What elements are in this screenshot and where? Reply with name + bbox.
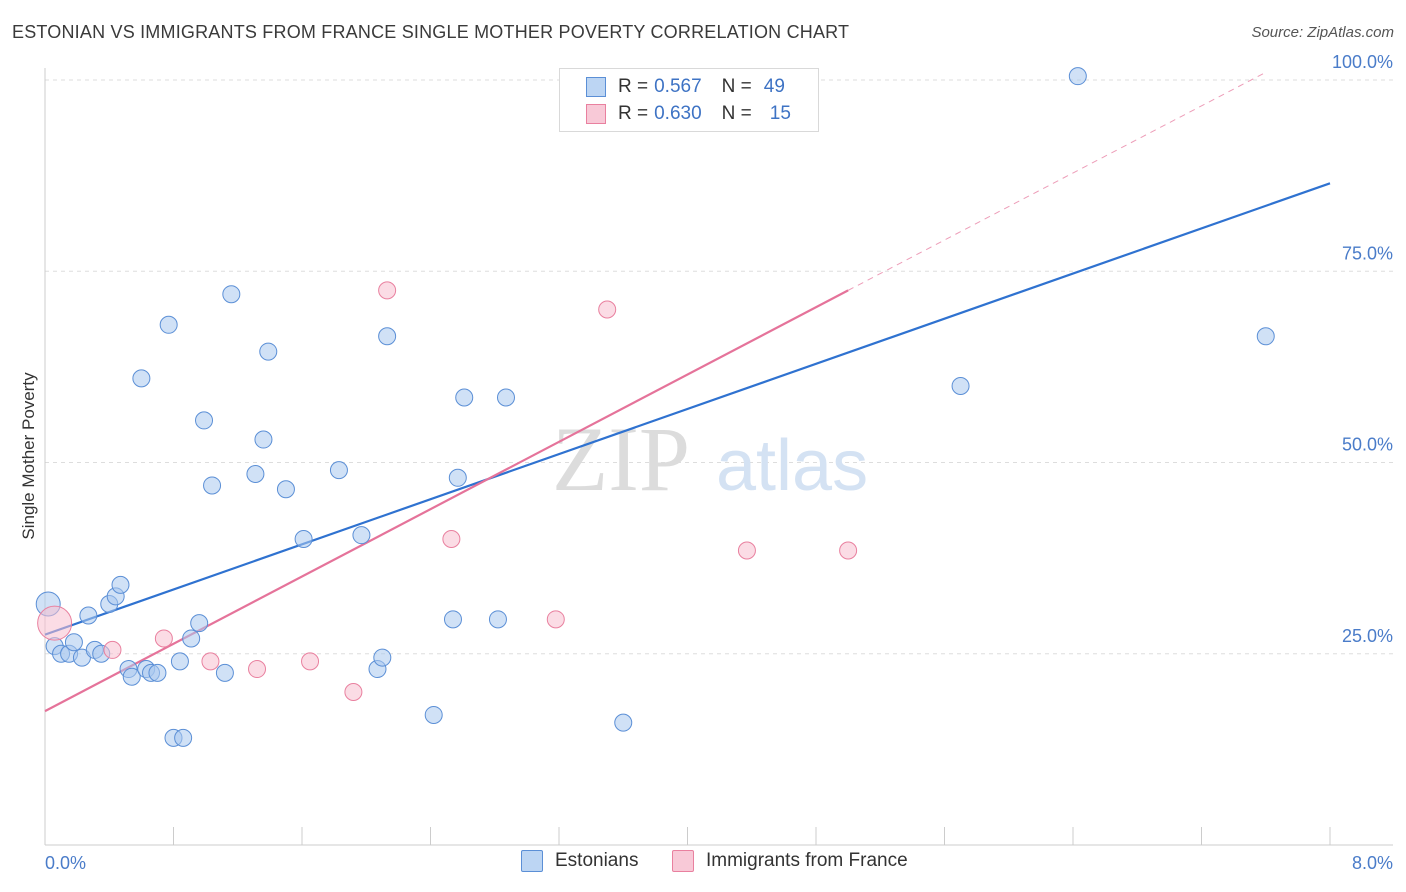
gridlines bbox=[45, 79, 1393, 655]
r-label: R = bbox=[618, 103, 649, 124]
series-legend: Estonians Immigrants from France bbox=[0, 850, 1406, 878]
estonians-swatch bbox=[586, 77, 606, 97]
estonians-point[interactable] bbox=[259, 342, 278, 361]
france-trendline bbox=[44, 289, 849, 713]
n-value: 49 bbox=[763, 76, 785, 97]
estonians-point[interactable] bbox=[276, 480, 295, 499]
x-tick-label: 0.0% bbox=[45, 853, 86, 873]
legend-label-france: Immigrants from France bbox=[706, 850, 908, 871]
estonians-point[interactable] bbox=[424, 705, 443, 724]
france-point[interactable] bbox=[598, 300, 617, 319]
estonians-point[interactable] bbox=[951, 377, 970, 395]
estonians-point[interactable] bbox=[294, 530, 313, 548]
r-value: 0.567 bbox=[654, 76, 702, 97]
trendlines bbox=[44, 71, 1331, 713]
n-label: N = bbox=[721, 76, 752, 97]
france-point[interactable] bbox=[37, 605, 73, 641]
estonians-legend-swatch bbox=[521, 850, 543, 872]
france-point[interactable] bbox=[546, 610, 565, 629]
estonians-point[interactable] bbox=[329, 461, 348, 480]
n-label: N = bbox=[721, 103, 752, 124]
estonians-point[interactable] bbox=[614, 713, 633, 732]
estonians-point[interactable] bbox=[64, 633, 83, 652]
legend-label-estonians: Estonians bbox=[555, 850, 639, 871]
france-trendline-extension bbox=[847, 71, 1266, 291]
estonians-point[interactable] bbox=[195, 411, 214, 430]
estonians-point[interactable] bbox=[182, 629, 201, 648]
france-point[interactable] bbox=[201, 652, 220, 671]
source-label: Source: ZipAtlas.com bbox=[1251, 24, 1394, 41]
x-tick-label: 8.0% bbox=[1352, 853, 1393, 873]
r-value: 0.630 bbox=[654, 103, 702, 124]
france-swatch bbox=[586, 104, 606, 124]
estonians-point[interactable] bbox=[170, 652, 189, 671]
estonians-point[interactable] bbox=[246, 464, 265, 483]
france-point[interactable] bbox=[248, 660, 267, 679]
r-label: R = bbox=[618, 76, 649, 97]
estonians-point[interactable] bbox=[496, 388, 515, 407]
y-axis-label: Single Mother Poverty bbox=[19, 372, 38, 540]
france-point[interactable] bbox=[344, 683, 363, 701]
estonians-point[interactable] bbox=[111, 575, 130, 594]
estonians-point[interactable] bbox=[222, 285, 241, 304]
france-point[interactable] bbox=[442, 530, 461, 548]
estonians-point[interactable] bbox=[148, 663, 167, 682]
estonians-trendline bbox=[44, 182, 1331, 636]
estonians-point[interactable] bbox=[174, 728, 193, 747]
n-value: 15 bbox=[769, 103, 791, 124]
france-point[interactable] bbox=[103, 640, 122, 659]
watermark: ZIP atlas bbox=[552, 408, 868, 510]
stats-legend-row-france: R = 0.630 N = 15 bbox=[560, 101, 791, 127]
estonians-point[interactable] bbox=[378, 327, 397, 346]
watermark-zip: ZIP bbox=[552, 408, 690, 510]
axes bbox=[44, 68, 1393, 846]
chart-title: ESTONIAN VS IMMIGRANTS FROM FRANCE SINGL… bbox=[12, 22, 850, 42]
legend-item-france[interactable]: Immigrants from France bbox=[672, 850, 908, 872]
estonians-point[interactable] bbox=[373, 648, 392, 667]
estonians-point[interactable] bbox=[203, 476, 222, 495]
y-tick-label: 75.0% bbox=[1342, 243, 1393, 263]
stats-legend: R = 0.567 N = 49 R = 0.630 N = 15 bbox=[559, 68, 819, 132]
estonians-point[interactable] bbox=[79, 606, 98, 625]
france-point[interactable] bbox=[378, 281, 397, 300]
france-legend-swatch bbox=[672, 850, 694, 872]
estonians-point[interactable] bbox=[448, 468, 467, 487]
data-points bbox=[35, 67, 1275, 747]
tick-labels: 25.0% 50.0% 75.0% 100.0% 0.0% 8.0% bbox=[45, 52, 1393, 873]
watermark-atlas: atlas bbox=[716, 426, 868, 506]
y-tick-label: 50.0% bbox=[1342, 435, 1393, 455]
estonians-point[interactable] bbox=[190, 614, 209, 633]
estonians-point[interactable] bbox=[159, 315, 178, 334]
estonians-point[interactable] bbox=[488, 610, 507, 629]
estonians-point[interactable] bbox=[352, 526, 371, 545]
stats-legend-row-estonians: R = 0.567 N = 49 bbox=[560, 74, 785, 100]
france-point[interactable] bbox=[737, 541, 756, 560]
estonians-point[interactable] bbox=[215, 663, 234, 682]
france-point[interactable] bbox=[839, 541, 858, 560]
estonians-point[interactable] bbox=[443, 610, 462, 629]
estonians-point[interactable] bbox=[1068, 67, 1087, 86]
y-tick-label: 100.0% bbox=[1332, 52, 1393, 72]
estonians-point[interactable] bbox=[1256, 327, 1275, 346]
legend-item-estonians[interactable]: Estonians bbox=[521, 850, 638, 872]
y-tick-label: 25.0% bbox=[1342, 626, 1393, 646]
france-point[interactable] bbox=[301, 652, 320, 671]
france-point[interactable] bbox=[154, 629, 173, 648]
estonians-point[interactable] bbox=[254, 430, 273, 449]
estonians-point[interactable] bbox=[122, 667, 141, 686]
estonians-point[interactable] bbox=[132, 369, 151, 388]
estonians-point[interactable] bbox=[455, 388, 474, 407]
